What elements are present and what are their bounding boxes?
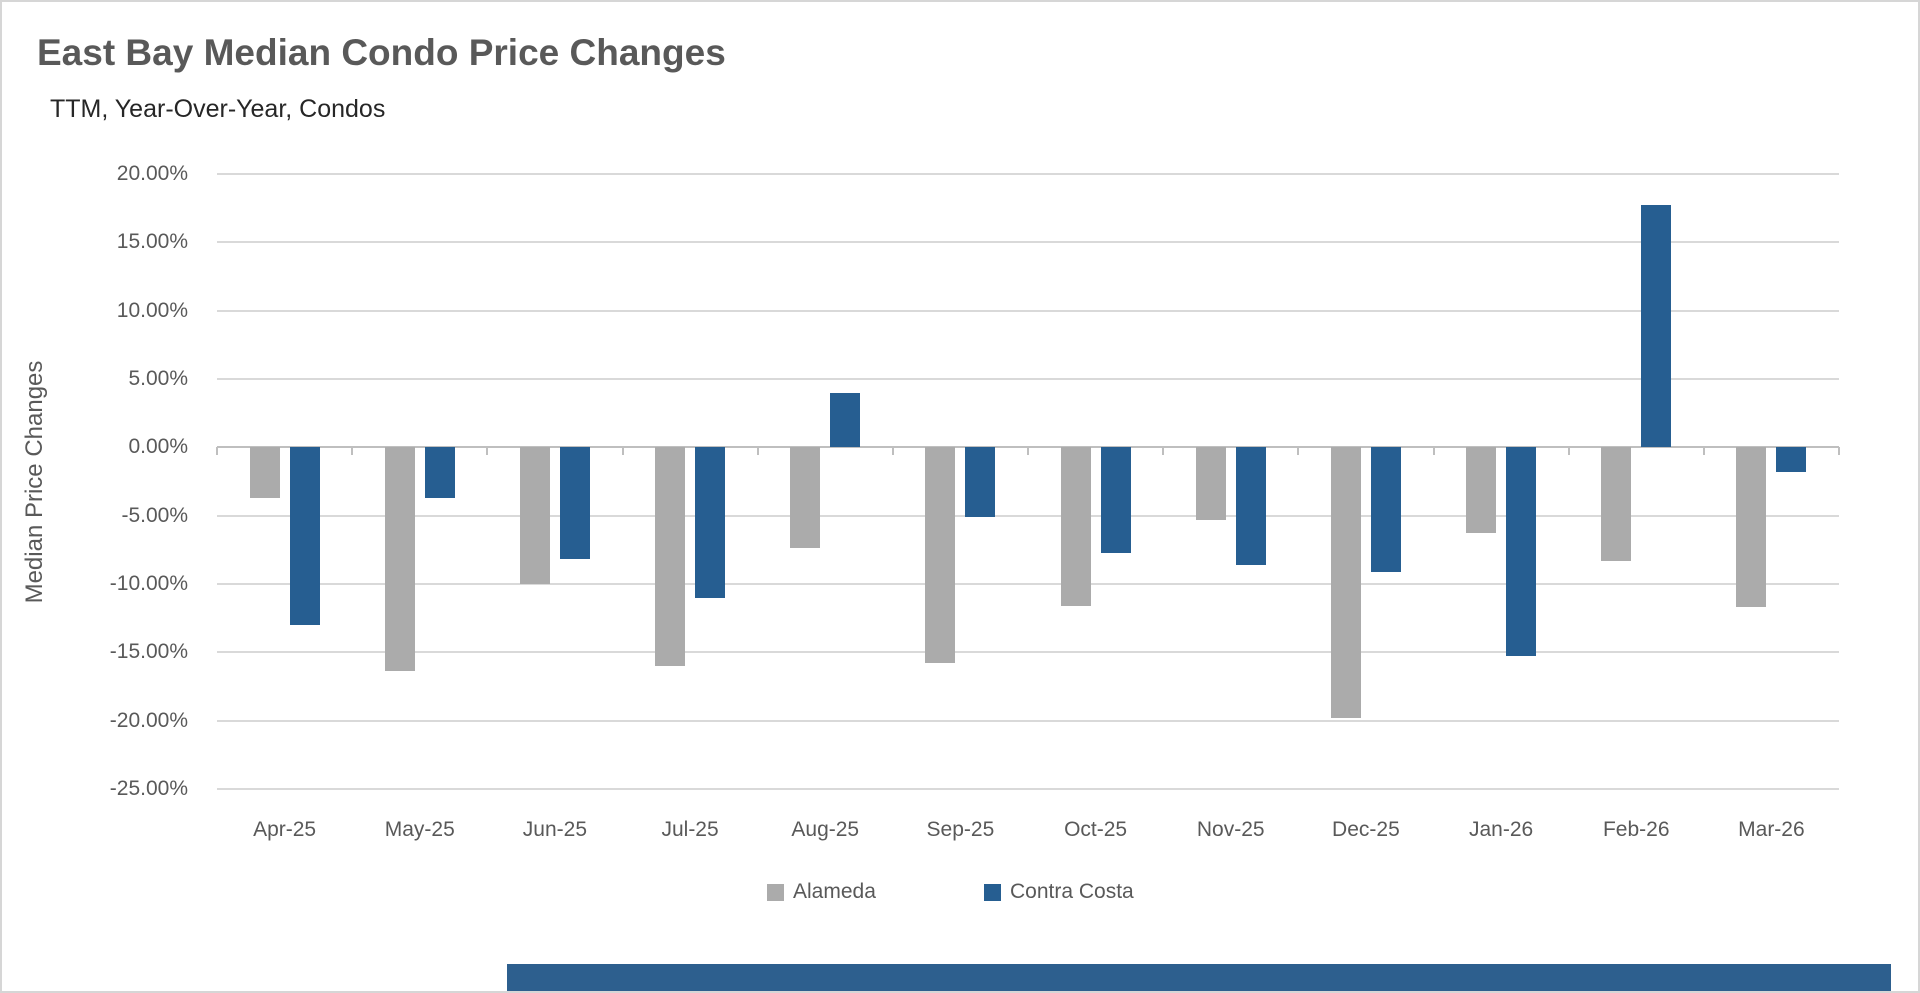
bar-alameda-Oct-25 <box>1060 447 1091 606</box>
y-tick-label: 15.00% <box>116 230 188 254</box>
bar-contra-costa-Mar-26 <box>1776 447 1807 472</box>
x-tick-label: May-25 <box>384 818 455 841</box>
y-tick-label: -5.00% <box>121 503 188 527</box>
gridline <box>217 241 1839 244</box>
legend-swatch-icon <box>984 883 1001 901</box>
bar-alameda-Jun-25 <box>519 447 550 584</box>
y-tick-label: 20.00% <box>116 162 188 185</box>
axis-tick <box>621 447 624 456</box>
y-tick-label: 10.00% <box>116 298 188 322</box>
y-tick-label: -20.00% <box>109 708 188 732</box>
x-tick-label: Jul-25 <box>661 818 719 841</box>
bar-contra-costa-Aug-25 <box>830 392 861 448</box>
axis-tick <box>1162 447 1165 456</box>
bar-contra-costa-Apr-25 <box>289 447 320 625</box>
y-tick-label: -25.00% <box>109 777 188 800</box>
axis-tick <box>1297 447 1300 456</box>
bar-contra-costa-Jun-25 <box>559 447 590 560</box>
gridline <box>217 514 1839 517</box>
y-tick-label: 5.00% <box>128 367 188 390</box>
chart-subtitle: TTM, Year-Over-Year, Condos <box>50 95 386 123</box>
legend-item-alameda: Alameda <box>767 880 876 904</box>
bar-contra-costa-Feb-26 <box>1641 205 1672 448</box>
bar-alameda-Jan-26 <box>1466 447 1497 534</box>
x-tick-label: Jun-25 <box>522 818 588 841</box>
x-tick-label: Sep-25 <box>926 818 995 841</box>
bar-alameda-Dec-25 <box>1330 447 1361 718</box>
y-tick-label: -15.00% <box>109 640 188 664</box>
bar-alameda-Aug-25 <box>790 447 821 549</box>
x-tick-label: Nov-25 <box>1196 818 1265 841</box>
axis-tick <box>891 447 894 456</box>
legend-label: Contra Costa <box>1010 880 1134 903</box>
x-tick-label: Jan-26 <box>1468 818 1534 841</box>
gridline <box>217 583 1839 585</box>
gridline <box>217 788 1839 790</box>
legend-label: Alameda <box>793 880 876 903</box>
legend-swatch-icon <box>767 883 784 901</box>
axis-tick <box>1567 447 1570 456</box>
gridline <box>217 309 1839 312</box>
gridline <box>217 173 1839 175</box>
gridline <box>217 378 1839 380</box>
y-tick-label: -10.00% <box>109 572 188 595</box>
bar-alameda-Jul-25 <box>655 447 686 666</box>
y-tick-label: 0.00% <box>128 435 188 459</box>
x-tick-label: Dec-25 <box>1332 818 1400 841</box>
bar-alameda-May-25 <box>384 447 415 672</box>
bar-contra-costa-Oct-25 <box>1100 447 1131 553</box>
bar-alameda-Nov-25 <box>1195 447 1226 520</box>
axis-tick <box>1027 447 1029 456</box>
chart-title: East Bay Median Condo Price Changes <box>37 32 726 73</box>
horizontal-scrollbar-thumb[interactable] <box>507 964 1891 991</box>
bar-alameda-Feb-26 <box>1601 447 1632 561</box>
x-tick-label: Feb-26 <box>1602 818 1670 841</box>
bar-contra-costa-May-25 <box>424 447 455 498</box>
bar-contra-costa-Sep-25 <box>965 447 996 518</box>
axis-tick <box>1432 447 1435 456</box>
x-tick-label: Aug-25 <box>791 818 860 841</box>
bar-contra-costa-Dec-25 <box>1370 447 1401 572</box>
bar-contra-costa-Nov-25 <box>1235 447 1266 565</box>
y-axis-title: Median Price Changes <box>21 360 48 604</box>
x-tick-label: Oct-25 <box>1064 818 1128 841</box>
bar-alameda-Apr-25 <box>249 447 280 498</box>
bar-contra-costa-Jan-26 <box>1506 447 1537 657</box>
legend-item-contra-costa: Contra Costa <box>984 880 1134 904</box>
x-tick-label: Apr-25 <box>253 818 317 841</box>
gridline <box>217 719 1839 722</box>
axis-tick <box>1702 447 1705 456</box>
axis-tick <box>1838 447 1840 456</box>
bar-alameda-Mar-26 <box>1736 447 1767 608</box>
bar-contra-costa-Jul-25 <box>695 447 726 598</box>
x-tick-label: Mar-26 <box>1738 818 1805 841</box>
gridline <box>217 651 1839 654</box>
axis-tick <box>486 447 489 456</box>
axis-tick <box>216 447 218 456</box>
bar-alameda-Sep-25 <box>925 447 956 664</box>
axis-tick <box>756 447 759 456</box>
axis-tick <box>351 447 354 456</box>
